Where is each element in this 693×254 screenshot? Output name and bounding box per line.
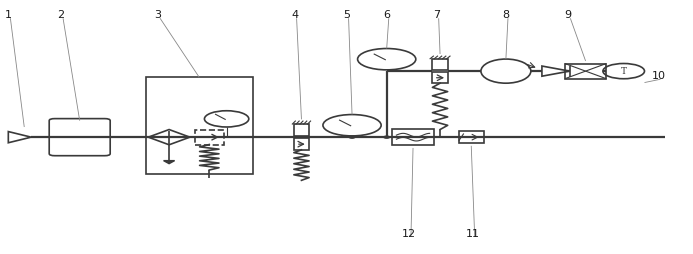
Bar bbox=[432, 59, 448, 70]
Text: 1: 1 bbox=[5, 10, 12, 20]
Text: 7: 7 bbox=[433, 10, 440, 20]
Bar bbox=[432, 72, 448, 83]
Bar bbox=[146, 77, 253, 174]
Circle shape bbox=[384, 136, 389, 138]
Text: T: T bbox=[621, 67, 626, 76]
Bar bbox=[294, 124, 309, 136]
Text: 10: 10 bbox=[651, 71, 665, 81]
Bar bbox=[392, 129, 434, 145]
Bar bbox=[565, 64, 606, 79]
Circle shape bbox=[349, 136, 355, 138]
Text: 9: 9 bbox=[565, 10, 572, 20]
Text: 12: 12 bbox=[402, 229, 416, 239]
Bar bbox=[459, 131, 484, 143]
Bar bbox=[195, 130, 224, 145]
Text: 2: 2 bbox=[58, 10, 64, 20]
Bar bbox=[294, 138, 309, 150]
Polygon shape bbox=[164, 161, 175, 164]
Text: 6: 6 bbox=[383, 10, 390, 20]
Text: 8: 8 bbox=[502, 10, 509, 20]
Text: 5: 5 bbox=[343, 10, 350, 20]
Text: 11: 11 bbox=[466, 229, 480, 239]
Text: 4: 4 bbox=[291, 10, 298, 20]
Text: 3: 3 bbox=[155, 10, 161, 20]
